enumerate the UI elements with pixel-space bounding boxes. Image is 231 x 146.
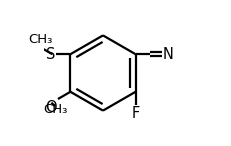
Text: N: N	[162, 47, 173, 62]
Text: CH₃: CH₃	[43, 103, 68, 116]
Text: S: S	[46, 47, 55, 62]
Text: CH₃: CH₃	[28, 33, 52, 46]
Text: O: O	[45, 100, 56, 115]
Text: F: F	[131, 106, 139, 121]
